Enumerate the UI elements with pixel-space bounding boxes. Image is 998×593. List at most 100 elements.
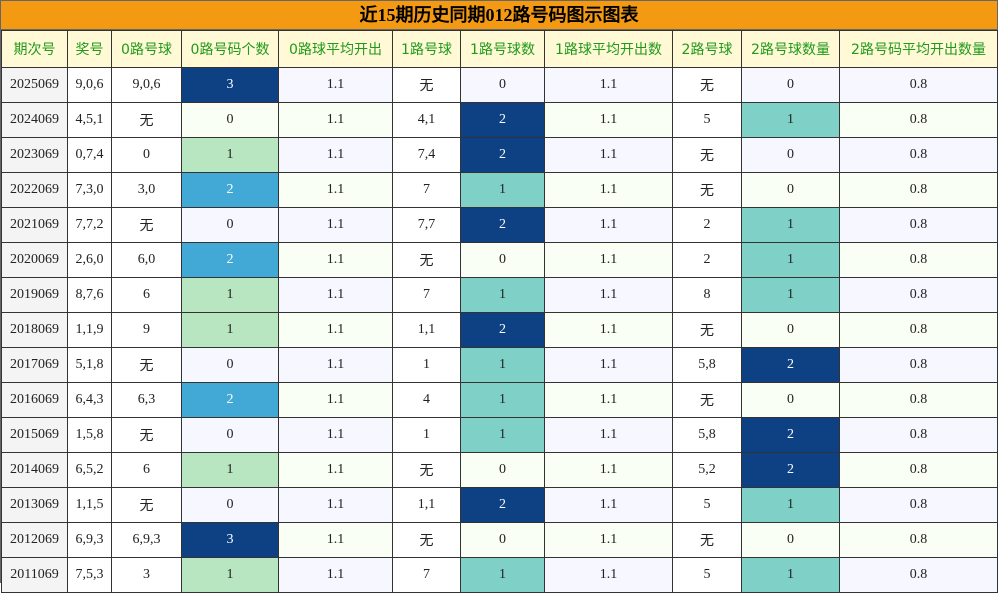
cell-route2-balls: 5 (672, 487, 742, 523)
cell-draw: 4,5,1 (67, 102, 112, 138)
header-route1-count: 1路号球数 (460, 30, 545, 68)
cell-route0-balls: 6 (111, 277, 182, 313)
cell-period: 2011069 (1, 557, 68, 593)
cell-draw: 8,7,6 (67, 277, 112, 313)
cell-route2-average: 0.8 (839, 417, 998, 453)
cell-route1-count: 0 (460, 67, 545, 103)
cell-route1-balls: 无 (392, 522, 461, 558)
cell-route1-count: 1 (460, 172, 545, 208)
cell-route0-average: 1.1 (278, 277, 393, 313)
cell-route2-balls: 5,2 (672, 452, 742, 488)
cell-route0-balls: 无 (111, 417, 182, 453)
header-route2-count: 2路号球数量 (741, 30, 840, 68)
cell-route2-average: 0.8 (839, 277, 998, 313)
cell-route0-balls: 3,0 (111, 172, 182, 208)
cell-route2-count: 0 (741, 67, 840, 103)
cell-route1-balls: 无 (392, 242, 461, 278)
cell-route2-balls: 无 (672, 522, 742, 558)
cell-route0-average: 1.1 (278, 522, 393, 558)
cell-route0-average: 1.1 (278, 382, 393, 418)
cell-route1-count: 0 (460, 522, 545, 558)
cell-route2-average: 0.8 (839, 67, 998, 103)
cell-route1-balls: 无 (392, 452, 461, 488)
cell-route0-count: 0 (181, 347, 279, 383)
header-period: 期次号 (1, 30, 68, 68)
cell-route2-average: 0.8 (839, 242, 998, 278)
cell-period: 2014069 (1, 452, 68, 488)
cell-route1-balls: 7 (392, 277, 461, 313)
cell-route1-balls: 7,4 (392, 137, 461, 173)
cell-route2-count: 1 (741, 277, 840, 313)
cell-draw: 6,9,3 (67, 522, 112, 558)
cell-route0-count: 1 (181, 137, 279, 173)
cell-route2-count: 0 (741, 382, 840, 418)
cell-period: 2018069 (1, 312, 68, 348)
cell-route0-average: 1.1 (278, 417, 393, 453)
cell-route2-balls: 2 (672, 207, 742, 243)
cell-route0-average: 1.1 (278, 487, 393, 523)
cell-route2-balls: 5,8 (672, 417, 742, 453)
cell-route2-average: 0.8 (839, 382, 998, 418)
header-route1-balls: 1路号球 (392, 30, 461, 68)
cell-route1-average: 1.1 (544, 487, 673, 523)
cell-route0-count: 2 (181, 172, 279, 208)
table-row: 2016069 6,4,3 6,3 2 1.1 4 1 1.1 无 0 0.8 (1, 382, 998, 418)
table-row: 2014069 6,5,2 6 1 1.1 无 0 1.1 5,2 2 0.8 (1, 452, 998, 488)
cell-route1-count: 2 (460, 312, 545, 348)
cell-route0-count: 0 (181, 417, 279, 453)
cell-route2-count: 1 (741, 557, 840, 593)
cell-route0-balls: 3 (111, 557, 182, 593)
cell-route1-average: 1.1 (544, 207, 673, 243)
cell-route1-average: 1.1 (544, 102, 673, 138)
header-route2-balls: 2路号球 (672, 30, 742, 68)
cell-route2-balls: 无 (672, 382, 742, 418)
cell-route2-count: 1 (741, 207, 840, 243)
cell-route1-average: 1.1 (544, 137, 673, 173)
cell-route0-count: 0 (181, 102, 279, 138)
cell-route0-average: 1.1 (278, 67, 393, 103)
cell-route0-balls: 无 (111, 487, 182, 523)
cell-route2-average: 0.8 (839, 522, 998, 558)
cell-period: 2016069 (1, 382, 68, 418)
cell-route1-balls: 1,1 (392, 487, 461, 523)
header-route1-average: 1路球平均开出数 (544, 30, 673, 68)
cell-route2-balls: 5 (672, 557, 742, 593)
cell-route2-balls: 8 (672, 277, 742, 313)
cell-route0-balls: 无 (111, 207, 182, 243)
table-row: 2023069 0,7,4 0 1 1.1 7,4 2 1.1 无 0 0.8 (1, 137, 998, 173)
cell-route1-count: 1 (460, 277, 545, 313)
cell-route1-count: 1 (460, 382, 545, 418)
cell-route2-count: 0 (741, 137, 840, 173)
cell-route0-average: 1.1 (278, 312, 393, 348)
cell-draw: 1,1,5 (67, 487, 112, 523)
cell-draw: 2,6,0 (67, 242, 112, 278)
cell-route0-average: 1.1 (278, 137, 393, 173)
cell-route1-balls: 7,7 (392, 207, 461, 243)
cell-route0-count: 2 (181, 382, 279, 418)
table-body: 2025069 9,0,6 9,0,6 3 1.1 无 0 1.1 无 0 0.8 2024069 4,… (1, 67, 998, 593)
cell-route1-balls: 1 (392, 347, 461, 383)
cell-draw: 9,0,6 (67, 67, 112, 103)
cell-route0-balls: 9,0,6 (111, 67, 182, 103)
cell-route0-count: 1 (181, 452, 279, 488)
table-row: 2015069 1,5,8 无 0 1.1 1 1 1.1 5,8 2 0.8 (1, 417, 998, 453)
cell-route0-balls: 无 (111, 102, 182, 138)
cell-route0-average: 1.1 (278, 557, 393, 593)
cell-route2-average: 0.8 (839, 172, 998, 208)
cell-route2-count: 0 (741, 172, 840, 208)
cell-route2-average: 0.8 (839, 487, 998, 523)
cell-route2-count: 0 (741, 312, 840, 348)
cell-route2-average: 0.8 (839, 452, 998, 488)
header-route0-average: 0路球平均开出 (278, 30, 393, 68)
header-route0-count: 0路号码个数 (181, 30, 279, 68)
cell-route1-average: 1.1 (544, 557, 673, 593)
cell-route2-count: 2 (741, 347, 840, 383)
cell-route1-balls: 无 (392, 67, 461, 103)
cell-route1-average: 1.1 (544, 417, 673, 453)
cell-route0-count: 3 (181, 522, 279, 558)
cell-route2-average: 0.8 (839, 207, 998, 243)
cell-route1-balls: 7 (392, 172, 461, 208)
cell-route2-average: 0.8 (839, 312, 998, 348)
table-row: 2019069 8,7,6 6 1 1.1 7 1 1.1 8 1 0.8 (1, 277, 998, 313)
cell-route1-balls: 1 (392, 417, 461, 453)
